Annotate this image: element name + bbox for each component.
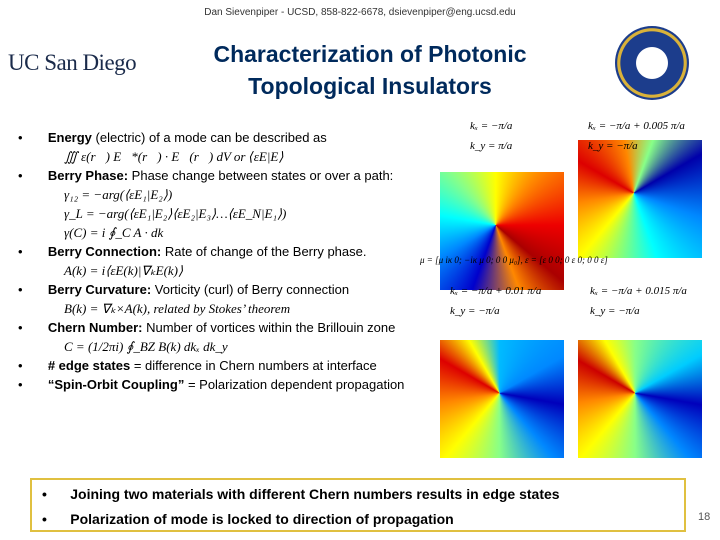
formula: γ(C) = i ∮_C A · dk: [64, 225, 164, 240]
field-plot: [578, 140, 702, 258]
bullet: • Energy (electric) of a mode can be des…: [18, 130, 327, 145]
ky-label: k_y = −π/a: [450, 305, 500, 317]
term: “Spin-Orbit Coupling”: [47, 377, 185, 392]
bullet: • “Spin-Orbit Coupling” = Polarization d…: [18, 377, 405, 392]
page-number: 18: [698, 511, 711, 523]
ky-label: k_y = −π/a: [590, 305, 640, 317]
text: = difference in Chern numbers at interfa…: [130, 358, 377, 373]
formula: B(k) = ∇ₖ×A(k), related by Stokes’ theor…: [64, 301, 291, 316]
ky-label: k_y = π/a: [470, 140, 513, 152]
bullet: • Berry Curvature: Vorticity (curl) of B…: [18, 282, 350, 297]
kx-label: kₓ = −π/a + 0.005 π/a: [588, 120, 685, 132]
term: Berry Connection:: [47, 244, 162, 259]
term: Chern Number:: [47, 320, 143, 335]
formula: A(k) = i⟨εE(k)|∇ₖE(k)⟩: [64, 263, 184, 278]
field-plot: [578, 340, 702, 458]
bullet: • Berry Phase: Phase change between stat…: [18, 168, 394, 183]
formula: γ_L = −arg(⟨εE₁|E₂⟩⟨εE₂|E₃⟩…⟨εE_N|E₁⟩): [64, 206, 287, 221]
kx-label: kₓ = −π/a: [470, 120, 513, 132]
bullet: • Berry Connection: Rate of change of th…: [18, 244, 367, 259]
box-item: • Joining two materials with different C…: [42, 486, 560, 502]
box-item: • Polarization of mode is locked to dire…: [42, 511, 454, 527]
title: Topological Insulators: [248, 73, 492, 99]
text: Polarization of mode is locked to direct…: [70, 511, 454, 527]
text: Number of vortices within the Brillouin …: [142, 320, 396, 335]
text: Rate of change of the Berry phase.: [161, 244, 367, 259]
kx-label: kₓ = −π/a + 0.015 π/a: [590, 285, 687, 297]
formula: C = (1/2πi) ∮_BZ B(k) dkₓ dk_y: [64, 339, 228, 354]
ky-label: k_y = −π/a: [588, 140, 638, 152]
text: Vorticity (curl) of Berry connection: [151, 282, 350, 297]
term: # edge states: [47, 358, 131, 373]
text: Joining two materials with different Che…: [70, 486, 560, 502]
header-contact: Dan Sievenpiper - UCSD, 858-822-6678, ds…: [204, 7, 516, 18]
title: Characterization of Photonic: [213, 41, 527, 67]
field-plot: [440, 172, 564, 290]
term: Berry Curvature:: [47, 282, 152, 297]
term: Energy: [47, 130, 92, 145]
text: (electric) of a mode can be described as: [91, 130, 327, 145]
bullet: • # edge states = difference in Chern nu…: [18, 358, 377, 373]
material-label: μ = [μ iκ 0; −iκ μ 0; 0 0 μ₀], ε = [ε 0 …: [420, 255, 608, 265]
bullet: • Chern Number: Number of vortices withi…: [18, 320, 396, 335]
term: Berry Phase:: [47, 168, 129, 183]
text: Phase change between states or over a pa…: [128, 168, 394, 183]
formula: γ₁₂ = −arg(⟨εE₁|E₂⟩): [64, 187, 173, 202]
text: = Polarization dependent propagation: [184, 377, 405, 392]
logo: UC San Diego: [8, 50, 137, 75]
field-plot: [440, 340, 564, 458]
kx-label: kₓ = −π/a + 0.01 π/a: [450, 285, 542, 297]
seal: [615, 26, 689, 100]
summary-box: [30, 478, 686, 532]
formula: ∭ ε(r⃗) E⃗*(r⃗) · E⃗(r⃗) dV or ⟨εE|E⟩: [64, 149, 284, 164]
